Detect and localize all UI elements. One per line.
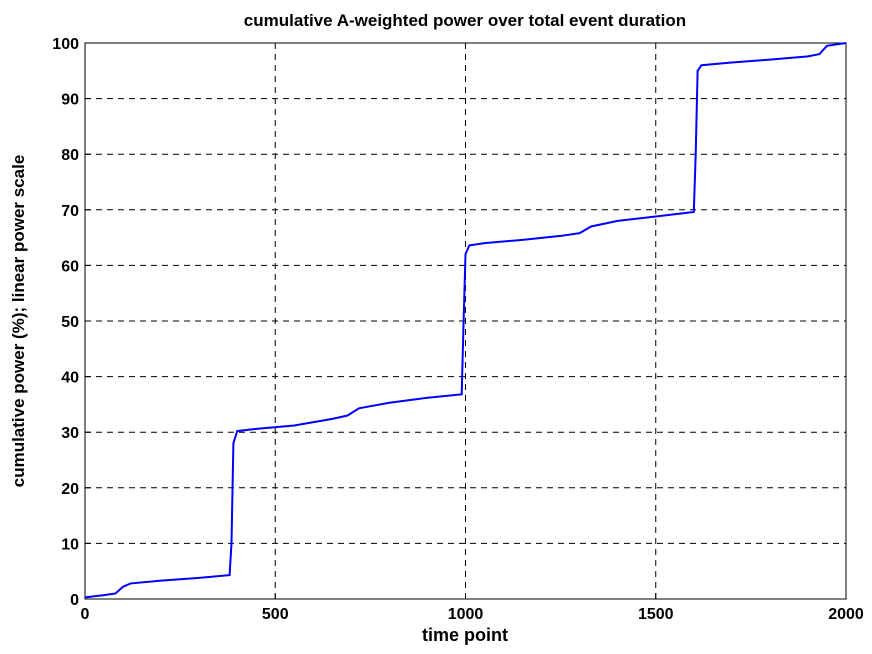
y-tick-label: 100	[52, 36, 79, 53]
y-tick-label: 50	[61, 314, 79, 331]
x-tick-label: 1500	[638, 606, 674, 623]
plot-frame	[84, 42, 847, 600]
y-tick-label: 60	[61, 258, 79, 275]
x-tick-label: 0	[81, 606, 90, 623]
y-tick-label: 70	[61, 203, 79, 220]
y-tick-label: 20	[61, 481, 79, 498]
x-tick-label: 500	[262, 606, 289, 623]
x-tick-label: 1000	[448, 606, 484, 623]
x-axis-label: time point	[422, 625, 508, 645]
y-tick-label: 80	[61, 147, 79, 164]
chart-title: cumulative A-weighted power over total e…	[244, 11, 686, 30]
y-tick-label: 0	[70, 592, 79, 609]
data-line	[84, 42, 847, 599]
y-axis-label: cumulative power (%); linear power scale	[9, 155, 28, 488]
y-tick-label: 90	[61, 92, 79, 109]
y-tick-label: 30	[61, 425, 79, 442]
x-tick-label: 2000	[828, 606, 864, 623]
y-tick-label: 40	[61, 370, 79, 387]
y-tick-label: 10	[61, 536, 79, 553]
